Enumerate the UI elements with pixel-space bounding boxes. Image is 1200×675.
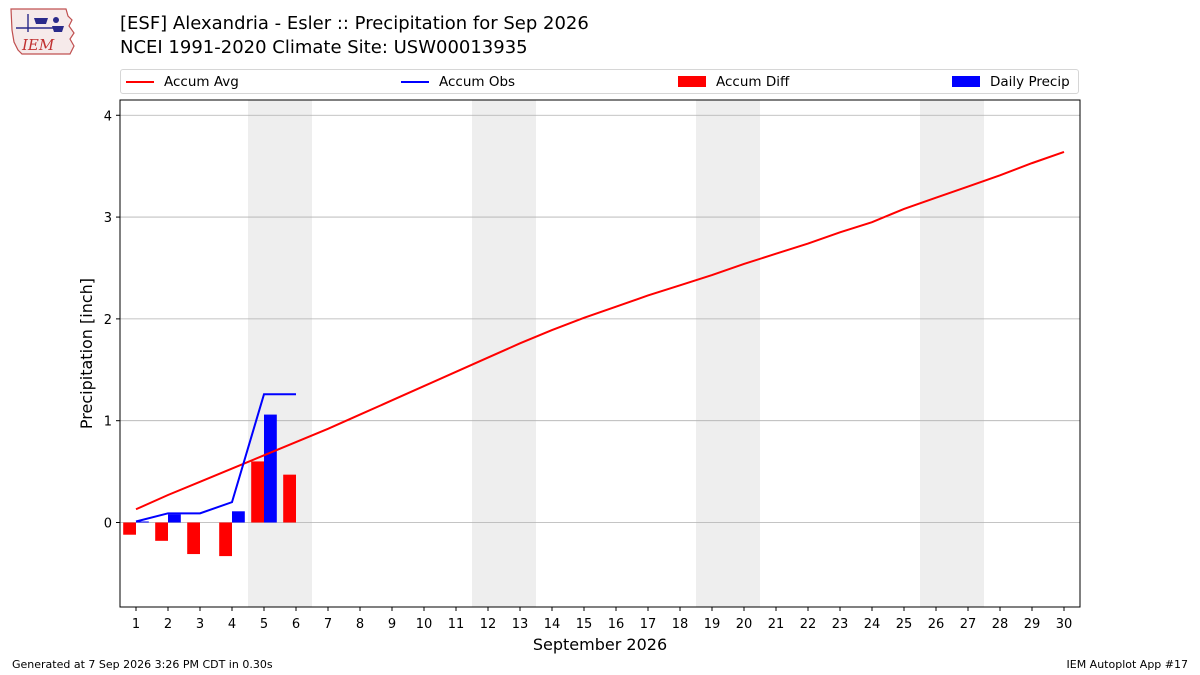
x-tick-label: 3	[196, 617, 204, 632]
legend-item-accum-diff: Accum Diff	[678, 70, 789, 93]
accum-diff-bar	[155, 522, 168, 541]
legend-item-accum-obs: Accum Obs	[401, 70, 515, 93]
y-tick-label: 0	[104, 517, 112, 532]
x-tick-label: 2	[164, 617, 172, 632]
x-tick-label: 27	[960, 617, 977, 632]
x-tick-label: 19	[704, 617, 721, 632]
legend-label-accum-obs: Accum Obs	[439, 73, 516, 90]
daily-precip-bar	[264, 414, 277, 523]
x-tick-label: 11	[448, 617, 465, 632]
legend-swatch-accum-obs	[401, 80, 429, 83]
legend-label-accum-avg: Accum Avg	[164, 73, 239, 90]
x-tick-label: 8	[356, 617, 364, 632]
x-tick-label: 25	[896, 617, 913, 632]
iem-logo: IEM	[10, 8, 75, 55]
x-axis-label: September 2026	[533, 635, 667, 654]
legend-item-accum-avg: Accum Avg	[126, 70, 239, 93]
accum-diff-bar	[283, 474, 296, 523]
logo-text: IEM	[21, 36, 55, 54]
x-tick-label: 6	[292, 617, 300, 632]
y-tick-label: 4	[104, 109, 112, 124]
x-tick-label: 22	[800, 617, 817, 632]
y-tick-label: 3	[104, 211, 112, 226]
x-tick-label: 30	[1056, 617, 1073, 632]
legend: Accum Avg Accum Obs Accum Diff Daily Pre…	[120, 69, 1079, 94]
weekend-band	[920, 100, 984, 607]
x-tick-label: 5	[260, 617, 268, 632]
x-tick-label: 28	[992, 617, 1009, 632]
x-tick-label: 29	[1024, 617, 1041, 632]
legend-item-daily-precip: Daily Precip	[952, 70, 1070, 93]
legend-label-accum-diff: Accum Diff	[716, 73, 790, 90]
chart-title: [ESF] Alexandria - Esler :: Precipitatio…	[120, 13, 589, 34]
y-tick-label: 2	[104, 313, 112, 328]
legend-swatch-accum-avg	[126, 80, 154, 83]
x-tick-label: 4	[228, 617, 236, 632]
y-axis-label: Precipitation [inch]	[77, 278, 96, 429]
plot-frame	[119, 99, 1081, 608]
x-tick-label: 21	[768, 617, 785, 632]
x-tick-label: 18	[672, 617, 689, 632]
chart-subtitle: NCEI 1991-2020 Climate Site: USW00013935	[120, 37, 528, 58]
daily-precip-bar	[168, 514, 181, 523]
accum-diff-bar	[251, 461, 264, 523]
x-tick-label: 10	[416, 617, 433, 632]
x-tick-label: 9	[388, 617, 396, 632]
x-tick-label: 12	[480, 617, 497, 632]
daily-precip-bar	[232, 511, 245, 523]
generated-footer: Generated at 7 Sep 2026 3:26 PM CDT in 0…	[12, 658, 273, 671]
weekend-band	[248, 100, 312, 607]
weekend-band	[696, 100, 760, 607]
x-tick-label: 26	[928, 617, 945, 632]
legend-swatch-daily-precip	[952, 76, 980, 87]
accum-avg-line	[135, 150, 1065, 511]
x-tick-label: 14	[544, 617, 561, 632]
y-tick-label: 1	[104, 415, 112, 430]
x-tick-label: 16	[608, 617, 625, 632]
daily-precip-bar	[136, 521, 149, 523]
x-tick-label: 20	[736, 617, 753, 632]
x-tick-label: 15	[576, 617, 593, 632]
legend-label-daily-precip: Daily Precip	[990, 73, 1070, 90]
accum-diff-bar	[219, 522, 232, 557]
x-tick-label: 7	[324, 617, 332, 632]
accum-diff-bar	[187, 522, 200, 555]
x-tick-label: 17	[640, 617, 657, 632]
x-tick-label: 13	[512, 617, 529, 632]
accum-obs-line	[135, 393, 296, 523]
x-tick-label: 23	[832, 617, 849, 632]
x-tick-label: 1	[132, 617, 140, 632]
app-footer: IEM Autoplot App #17	[1066, 658, 1189, 671]
x-tick-label: 24	[864, 617, 881, 632]
weekend-band	[472, 100, 536, 607]
accum-diff-bar	[123, 522, 136, 535]
legend-swatch-accum-diff	[678, 76, 706, 87]
